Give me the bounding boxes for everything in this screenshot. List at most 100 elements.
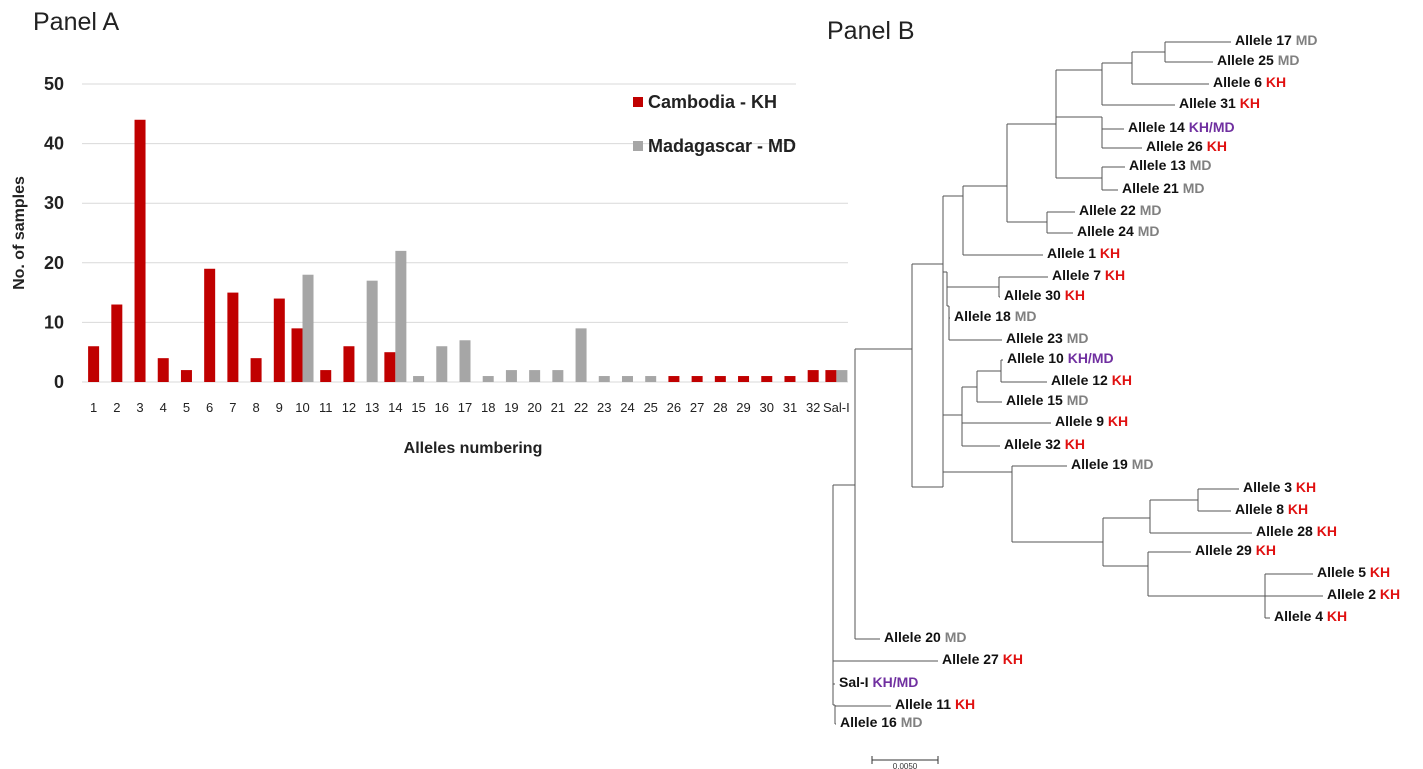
tree-leaf-label: Allele 20 MD — [884, 629, 966, 645]
y-tick-label: 50 — [44, 74, 64, 94]
x-tick-label: 16 — [435, 400, 449, 415]
chart-legend: Cambodia - KH Madagascar - MD — [633, 92, 796, 156]
tree-leaf-labels: Allele 17 MD Allele 25 MD Allele 6 KH Allel… — [839, 32, 1400, 730]
bar — [668, 376, 680, 382]
x-tick-label: 1 — [90, 400, 97, 415]
tree-leaf-label: Allele 4 KH — [1274, 608, 1347, 624]
bar — [761, 376, 773, 382]
bar — [825, 370, 837, 382]
tree-leaf-label: Allele 7 KH — [1052, 267, 1125, 283]
bar — [413, 376, 425, 382]
bar — [250, 358, 262, 382]
bar — [204, 268, 216, 382]
x-tick-label: 21 — [551, 400, 565, 415]
bar — [273, 298, 285, 382]
bar — [88, 346, 100, 382]
bar — [134, 119, 146, 382]
bar — [691, 376, 703, 382]
x-tick-label: 7 — [229, 400, 236, 415]
x-tick-label: 11 — [319, 400, 333, 415]
x-axis-title: Alleles numbering — [404, 440, 543, 457]
tree-leaf-label: Allele 12 KH — [1051, 372, 1132, 388]
tree-leaf-label: Allele 14 KH/MD — [1128, 119, 1235, 135]
x-tick-label: Sal-I — [823, 400, 850, 415]
x-tick-label: 6 — [206, 400, 213, 415]
tree-leaf-label: Allele 8 KH — [1235, 501, 1308, 517]
tree-leaf-label: Allele 25 MD — [1217, 52, 1299, 68]
bar — [621, 376, 633, 382]
x-tick-label: 4 — [160, 400, 167, 415]
bar — [598, 376, 610, 382]
tree-leaf-label: Allele 26 KH — [1146, 138, 1227, 154]
x-tick-label: 19 — [504, 400, 518, 415]
tree-leaf-label: Allele 19 MD — [1071, 456, 1153, 472]
bar — [111, 304, 123, 382]
x-tick-label: 2 — [113, 400, 120, 415]
bar — [784, 376, 796, 382]
tree-branches — [832, 41, 1323, 725]
scale-bar-label: 0.0050 — [893, 762, 918, 769]
x-tick-label: 24 — [620, 400, 634, 415]
x-axis-ticks: 1 2 3 4 5 6 7 8 9 10 11 12 13 14 15 16 17 18 19 20 21 22 23 24 2… — [90, 400, 850, 415]
x-tick-label: 23 — [597, 400, 611, 415]
tree-leaf-label: Allele 18 MD — [954, 308, 1036, 324]
bar — [529, 370, 541, 382]
bar — [645, 376, 657, 382]
bar — [366, 280, 378, 382]
x-tick-label: 32 — [806, 400, 820, 415]
x-tick-label: 26 — [667, 400, 681, 415]
tree-leaf-label: Allele 6 KH — [1213, 74, 1286, 90]
legend-swatch — [633, 141, 643, 151]
legend-label: Cambodia - KH — [648, 92, 777, 112]
tree-leaf-label: Allele 1 KH — [1047, 245, 1120, 261]
tree-leaf-label: Allele 5 KH — [1317, 564, 1390, 580]
x-tick-label: 28 — [713, 400, 727, 415]
bar — [836, 370, 848, 382]
panel-b-title: Panel B — [827, 17, 915, 45]
tree-leaf-label: Allele 17 MD — [1235, 32, 1317, 48]
tree-leaf-label: Allele 28 KH — [1256, 523, 1337, 539]
x-tick-label: 22 — [574, 400, 588, 415]
tree-leaf-label: Allele 22 MD — [1079, 202, 1161, 218]
legend-swatch — [633, 97, 643, 107]
tree-leaf-label: Allele 2 KH — [1327, 586, 1400, 602]
tree-leaf-label: Allele 24 MD — [1077, 223, 1159, 239]
x-tick-label: 3 — [136, 400, 143, 415]
x-tick-label: 14 — [388, 400, 402, 415]
x-tick-label: 25 — [643, 400, 657, 415]
tree-leaf-label: Sal-I KH/MD — [839, 674, 918, 690]
x-tick-label: 8 — [252, 400, 259, 415]
bar — [227, 292, 239, 382]
x-tick-label: 12 — [342, 400, 356, 415]
x-tick-label: 13 — [365, 400, 379, 415]
bar — [302, 274, 314, 382]
y-tick-label: 30 — [44, 193, 64, 213]
bar — [738, 376, 750, 382]
bar — [436, 346, 448, 382]
tree-leaf-label: Allele 23 MD — [1006, 330, 1088, 346]
x-tick-label: 20 — [527, 400, 541, 415]
chart-bars — [88, 119, 848, 382]
legend-label: Madagascar - MD — [648, 136, 796, 156]
x-tick-label: 9 — [276, 400, 283, 415]
bar — [291, 328, 303, 382]
x-tick-label: 31 — [783, 400, 797, 415]
y-tick-label: 0 — [54, 372, 64, 392]
bar — [320, 370, 332, 382]
bar — [395, 250, 407, 382]
bar — [714, 376, 726, 382]
x-tick-label: 29 — [736, 400, 750, 415]
bar — [157, 358, 169, 382]
tree-leaf-label: Allele 16 MD — [840, 714, 922, 730]
tree-leaf-label: Allele 3 KH — [1243, 479, 1316, 495]
y-axis-ticks: 0 10 20 30 40 50 — [44, 74, 64, 392]
bar — [384, 352, 396, 382]
y-tick-label: 20 — [44, 253, 64, 273]
x-tick-label: 10 — [295, 400, 309, 415]
x-tick-label: 27 — [690, 400, 704, 415]
y-tick-label: 40 — [44, 134, 64, 154]
bar — [575, 328, 587, 382]
x-tick-label: 5 — [183, 400, 190, 415]
x-tick-label: 30 — [760, 400, 774, 415]
